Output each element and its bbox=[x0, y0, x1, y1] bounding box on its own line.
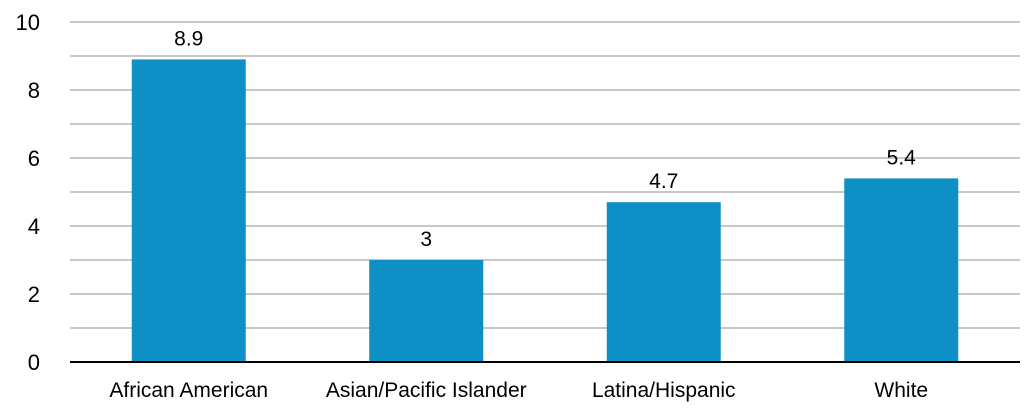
y-tick-label: 6 bbox=[28, 146, 40, 171]
x-category-label: White bbox=[874, 379, 928, 402]
bars bbox=[131, 59, 959, 363]
y-tick-label: 4 bbox=[28, 214, 40, 239]
x-category-label: African American bbox=[109, 379, 268, 402]
data-label: 3 bbox=[420, 228, 432, 251]
labels: 0 2 4 6 8 10 8.9 African American 3 Asian/Pacific… bbox=[16, 10, 929, 402]
x-category-label: Latina/Hispanic bbox=[592, 379, 736, 402]
y-tick-label: 10 bbox=[16, 10, 40, 35]
bar-3 bbox=[844, 178, 959, 362]
data-label: 8.9 bbox=[174, 27, 203, 50]
y-tick-label: 0 bbox=[28, 350, 40, 375]
bar-0 bbox=[131, 59, 246, 363]
y-tick-label: 8 bbox=[28, 78, 40, 103]
bar-1 bbox=[369, 260, 484, 362]
data-label: 5.4 bbox=[887, 146, 917, 169]
x-category-label: Asian/Pacific Islander bbox=[326, 379, 527, 402]
y-tick-label: 2 bbox=[28, 282, 40, 307]
bar-2 bbox=[606, 202, 721, 362]
data-label: 4.7 bbox=[649, 170, 678, 193]
